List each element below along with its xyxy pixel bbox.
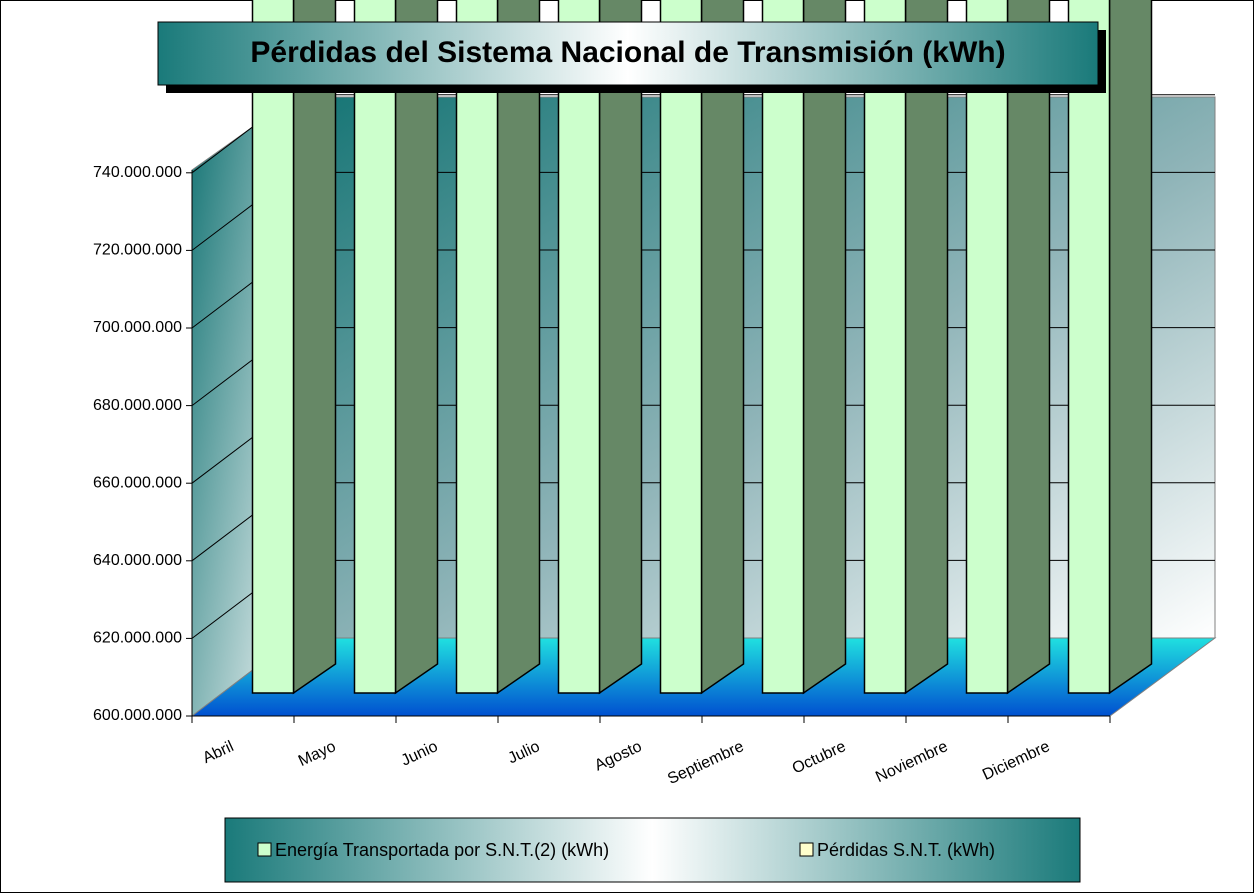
bar-side [292, 0, 337, 695]
chart-title: Pérdidas del Sistema Nacional de Transmi… [250, 36, 1005, 69]
bar [353, 0, 397, 694]
bar [1067, 0, 1111, 694]
bar [659, 0, 703, 694]
bar-side [802, 0, 847, 695]
legend-swatch [799, 842, 814, 857]
legend-label: Pérdidas S.N.T. (kWh) [817, 840, 995, 860]
title-box [157, 21, 1099, 86]
bar [251, 0, 295, 694]
y-tick-label: 740.000.000 [93, 164, 182, 181]
y-tick-label: 620.000.000 [93, 630, 182, 647]
bar-side [1108, 0, 1153, 695]
y-tick-label: 700.000.000 [93, 319, 182, 336]
y-tick-label: 600.000.000 [93, 707, 182, 724]
bar [455, 0, 499, 694]
legend-label: Energía Transportada por S.N.T.(2) (kWh) [275, 840, 609, 860]
bar [557, 0, 601, 694]
legend [224, 817, 1081, 883]
y-tick-label: 720.000.000 [93, 242, 182, 259]
y-tick-label: 680.000.000 [93, 397, 182, 414]
bar-side [394, 0, 439, 695]
bar-side [904, 0, 949, 695]
y-tick-label: 660.000.000 [93, 474, 182, 491]
y-tick-label: 640.000.000 [93, 552, 182, 569]
bar [863, 0, 907, 694]
bar-side [1006, 0, 1051, 695]
bar-side [700, 0, 745, 695]
bar [965, 0, 1009, 694]
bar [761, 0, 805, 694]
bar-side [496, 0, 541, 695]
legend-swatch [257, 842, 272, 857]
bar-side [598, 0, 643, 695]
